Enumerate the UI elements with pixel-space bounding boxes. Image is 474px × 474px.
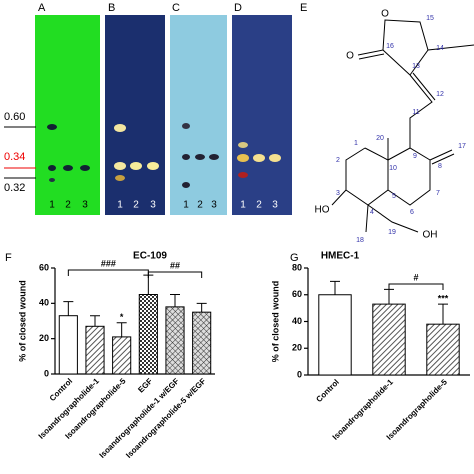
bracket	[67, 269, 149, 276]
atom-number: 12	[436, 91, 444, 98]
bar	[426, 323, 460, 376]
bar	[138, 294, 158, 375]
bar	[318, 294, 352, 376]
plate-d	[232, 15, 292, 215]
atom-number: 19	[388, 229, 396, 236]
atom-number: 3	[336, 190, 340, 197]
y-tick-label: 20	[39, 333, 49, 343]
spots	[47, 123, 281, 188]
atom-number: 18	[356, 237, 364, 244]
panel-label: B	[108, 2, 115, 14]
y-tick-label: 0	[297, 369, 302, 379]
lane-label: 1	[117, 200, 123, 211]
error-bar	[196, 302, 207, 313]
y-tick-label: 40	[292, 316, 302, 326]
x-tick-label: Control	[48, 377, 74, 403]
lane-label: 3	[211, 200, 217, 211]
lane-label: 2	[65, 200, 71, 211]
y-tick-label: 20	[292, 343, 302, 353]
atom-ho: HO	[315, 205, 330, 216]
y-axis-label: % of closed wound	[270, 281, 280, 363]
lane-label: 1	[183, 200, 189, 211]
atom-number: 8	[438, 163, 442, 170]
atom-number: 20	[376, 135, 384, 142]
panel-label: A	[38, 2, 46, 14]
bar	[112, 336, 132, 375]
atom-oh: OH	[423, 230, 438, 241]
atom-number: 15	[426, 15, 434, 22]
y-axis-label: % of closed wound	[17, 280, 27, 362]
y-tick-label: 60	[39, 262, 49, 272]
annotation: ##	[170, 260, 180, 270]
plate-a	[35, 15, 100, 215]
atom-number: 1	[354, 140, 358, 147]
x-tick-label: EGF	[136, 376, 154, 394]
atom-number: 13	[412, 63, 420, 70]
rf-label: 0.60	[4, 111, 25, 123]
rf-label: 0.32	[4, 182, 25, 194]
structure	[331, 19, 474, 233]
plate-c	[170, 15, 227, 215]
annotation: *	[120, 312, 124, 322]
bar	[165, 306, 185, 375]
panel-label: F	[5, 252, 12, 264]
y-tick-label: 80	[292, 262, 302, 272]
atom-number: 16	[386, 43, 394, 50]
error-bar	[90, 315, 100, 327]
bar	[85, 325, 105, 375]
atom-number: 10	[389, 165, 397, 172]
error-bar	[438, 303, 448, 325]
atom-number: 5	[392, 193, 396, 200]
atom-number: 9	[413, 153, 417, 160]
plate-b	[105, 15, 165, 215]
atom-number: 7	[436, 190, 440, 197]
panel-label: D	[234, 2, 242, 14]
atom-number: 2	[336, 157, 340, 164]
atom-o: O	[381, 9, 389, 20]
annotation: ***	[438, 293, 449, 303]
bar	[192, 311, 212, 375]
lane-label: 1	[240, 200, 246, 211]
lane-label: 2	[197, 200, 203, 211]
panel-label: G	[290, 252, 299, 264]
lane-label: 3	[150, 200, 156, 211]
x-tick-label: Isoandrographolide-5	[385, 377, 450, 442]
lane-label: 1	[49, 200, 55, 211]
chart-title: EC-109	[133, 251, 167, 262]
lane-label: 3	[272, 200, 278, 211]
y-tick-label: 40	[39, 298, 49, 308]
error-bar	[170, 294, 180, 307]
atom-number: 6	[410, 209, 414, 216]
atom-number: 17	[458, 143, 466, 150]
annotation: ###	[101, 258, 116, 268]
bar	[372, 303, 406, 376]
tlc-plates: 0.60 0.34 0.32 A B C D	[4, 2, 292, 215]
annotation: #	[413, 272, 418, 282]
error-bar	[116, 322, 127, 337]
panel-label: C	[172, 2, 180, 14]
chart-title: HMEC-1	[321, 251, 360, 262]
atom-number: 11	[412, 109, 419, 116]
atom-o: O	[346, 51, 354, 62]
bracket	[388, 283, 444, 290]
rf-label: 0.34	[4, 151, 25, 163]
error-bar	[384, 288, 394, 305]
panel-label: E	[300, 2, 307, 14]
error-bar	[330, 280, 340, 295]
atom-number: 14	[436, 45, 444, 52]
error-bar	[63, 301, 74, 316]
lane-label: 3	[82, 200, 88, 211]
bar	[58, 315, 78, 375]
atom-number: 4	[370, 209, 374, 216]
lane-label: 2	[133, 200, 139, 211]
y-tick-label: 0	[44, 368, 49, 378]
y-tick-label: 60	[292, 289, 302, 299]
lane-label: 2	[256, 200, 262, 211]
x-tick-label: Isoandrographolide-1	[331, 377, 396, 442]
bracket	[147, 271, 203, 278]
x-tick-label: Control	[314, 378, 340, 404]
